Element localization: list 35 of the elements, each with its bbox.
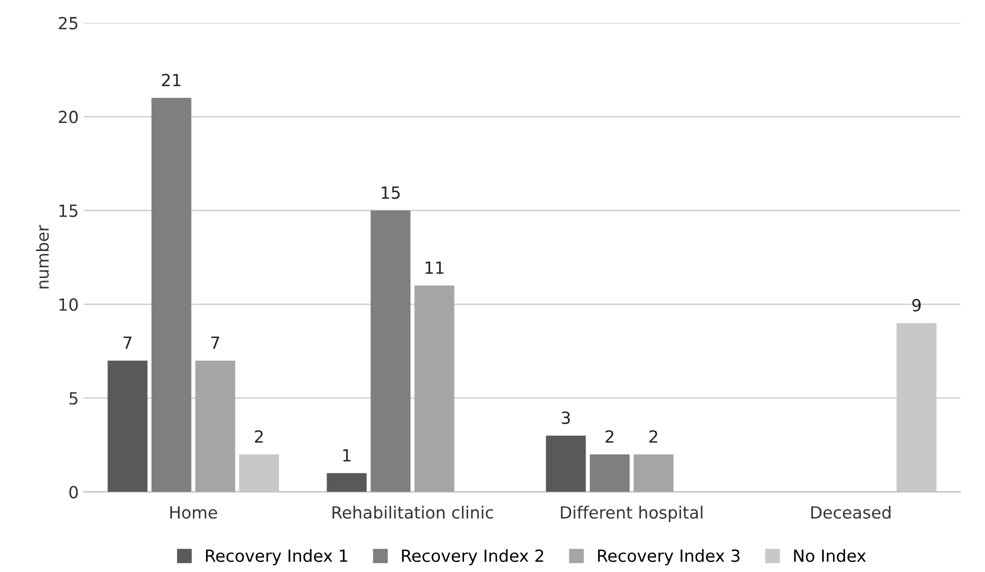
- data-label: 15: [382, 186, 400, 199]
- legend-label: Recovery Index 2: [402, 549, 544, 566]
- y-tick-label: 20: [58, 110, 78, 124]
- data-label: 7: [211, 336, 220, 349]
- data-label: 11: [426, 262, 444, 274]
- x-tick-label: Deceased: [811, 506, 890, 519]
- y-tick-label: 5: [70, 392, 78, 405]
- x-tick-label: Home: [170, 506, 218, 519]
- data-label: 3: [562, 411, 570, 424]
- data-label: 7: [124, 336, 132, 349]
- data-label: 2: [649, 430, 658, 443]
- bar: [634, 454, 674, 492]
- bar: [195, 360, 236, 492]
- y-tick-label: 10: [59, 298, 78, 311]
- bar: [546, 436, 586, 492]
- x-tick-label: Rehabilitation clinic: [332, 506, 493, 519]
- bar: [370, 210, 410, 492]
- data-label: 1: [343, 449, 350, 462]
- data-label: 2: [254, 430, 263, 443]
- bar: [108, 360, 148, 492]
- y-tick-label: 15: [59, 204, 78, 218]
- bar: [326, 473, 367, 492]
- y-axis-title: number: [36, 224, 49, 288]
- data-label: 21: [162, 74, 180, 86]
- bar: [151, 98, 192, 492]
- y-tick-label: 0: [69, 486, 78, 498]
- data-label: 2: [606, 430, 614, 443]
- legend-label: Recovery Index 3: [598, 549, 740, 566]
- legend-label: No Index: [794, 549, 866, 562]
- data-label: 9: [912, 298, 921, 312]
- bar: [590, 454, 630, 492]
- x-tick-label: Different hospital: [560, 506, 702, 522]
- legend-label: Recovery Index 1: [206, 549, 348, 566]
- y-tick-label: 25: [58, 16, 78, 30]
- bar: [414, 286, 454, 492]
